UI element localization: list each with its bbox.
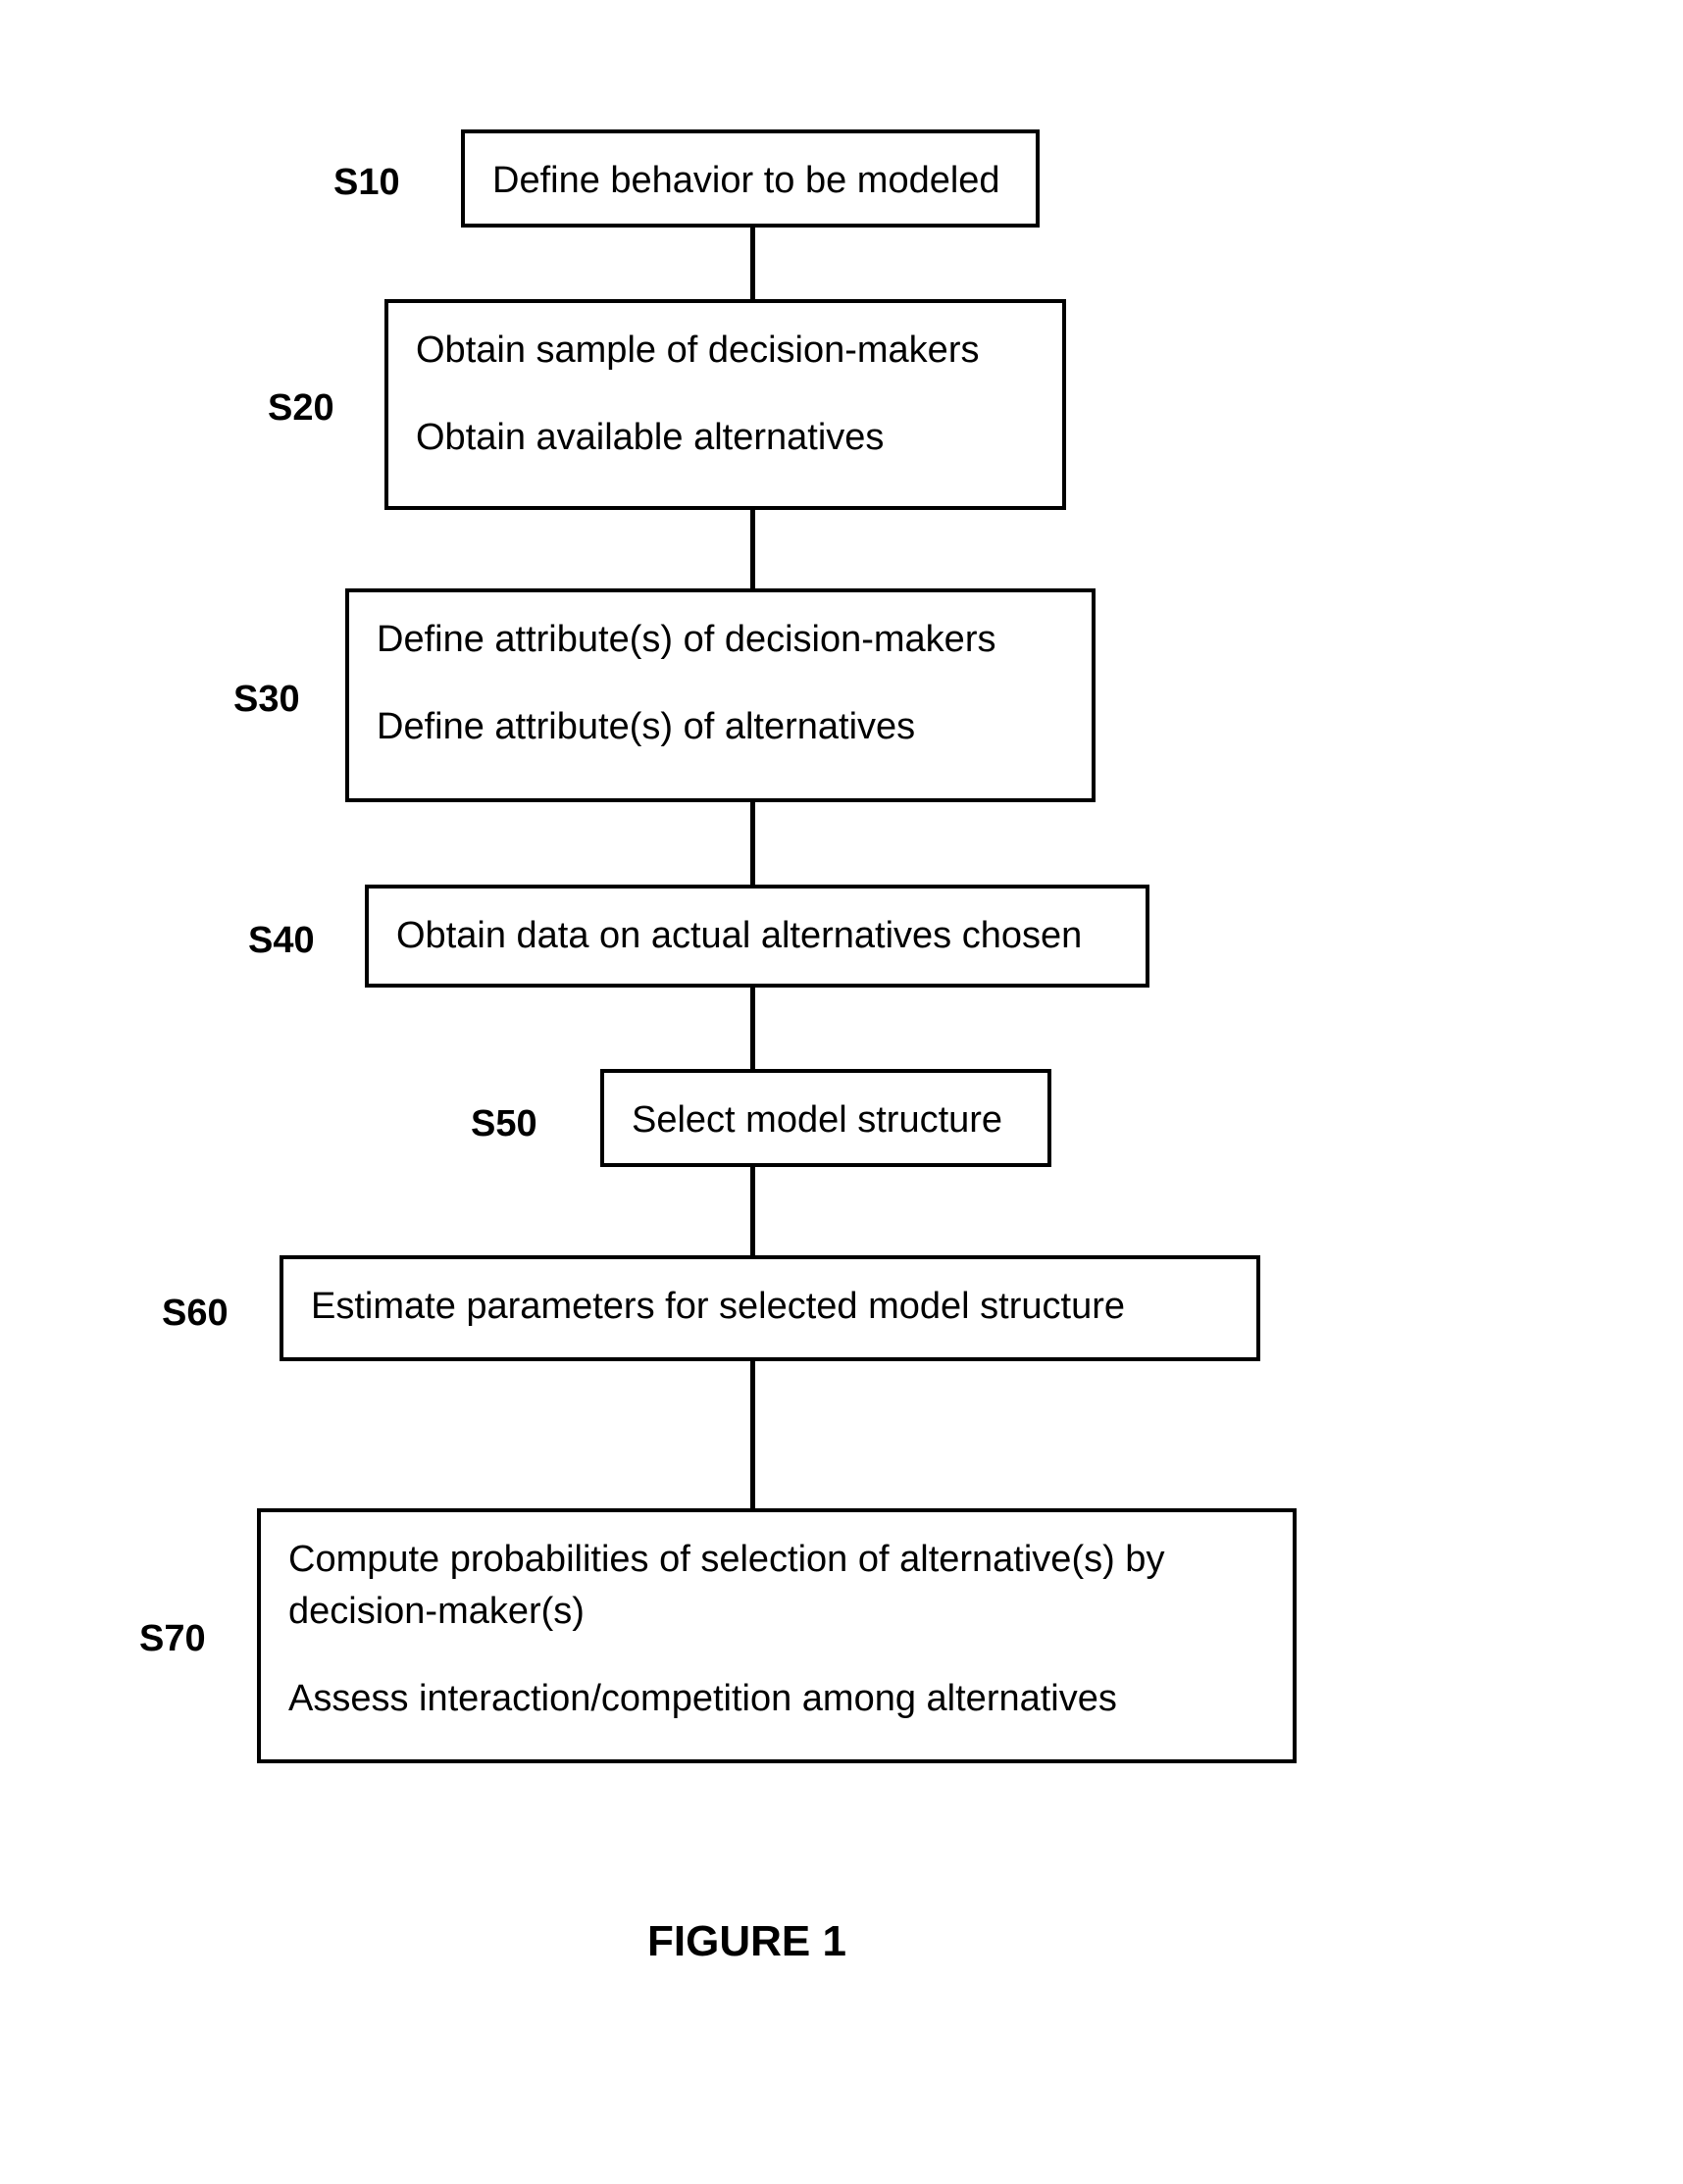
box-s60-line1: Estimate parameters for selected model s… — [311, 1281, 1229, 1333]
step-label-s50: S50 — [471, 1103, 537, 1145]
box-s40-line1: Obtain data on actual alternatives chose… — [396, 910, 1118, 962]
box-s30-line2: Define attribute(s) of alternatives — [377, 701, 1064, 753]
connector-s40-s50 — [750, 988, 755, 1069]
connector-s60-s70 — [750, 1361, 755, 1508]
connector-s20-s30 — [750, 510, 755, 588]
box-s60: Estimate parameters for selected model s… — [280, 1255, 1260, 1361]
box-s50: Select model structure — [600, 1069, 1051, 1167]
connector-s30-s40 — [750, 802, 755, 885]
step-label-s70: S70 — [139, 1618, 206, 1660]
box-s30: Define attribute(s) of decision-makers D… — [345, 588, 1096, 802]
step-label-s60: S60 — [162, 1293, 229, 1335]
box-s70: Compute probabilities of selection of al… — [257, 1508, 1297, 1763]
box-s30-line1: Define attribute(s) of decision-makers — [377, 614, 1064, 666]
box-s10-line1: Define behavior to be modeled — [492, 155, 1008, 207]
box-s20: Obtain sample of decision-makers Obtain … — [384, 299, 1066, 510]
step-label-s30: S30 — [233, 679, 300, 721]
connector-s50-s60 — [750, 1167, 755, 1255]
box-s20-line2: Obtain available alternatives — [416, 412, 1035, 464]
box-s10: Define behavior to be modeled — [461, 129, 1040, 228]
step-label-s20: S20 — [268, 387, 334, 430]
step-label-s40: S40 — [248, 920, 315, 962]
box-s70-line2: Assess interaction/competition among alt… — [288, 1673, 1265, 1725]
box-s40: Obtain data on actual alternatives chose… — [365, 885, 1149, 988]
connector-s10-s20 — [750, 228, 755, 299]
figure-caption: FIGURE 1 — [647, 1917, 846, 1966]
box-s50-line1: Select model structure — [632, 1094, 1020, 1146]
box-s70-line1: Compute probabilities of selection of al… — [288, 1534, 1265, 1638]
step-label-s10: S10 — [333, 162, 400, 204]
box-s20-line1: Obtain sample of decision-makers — [416, 325, 1035, 377]
flowchart-container: S10 Define behavior to be modeled S20 Ob… — [0, 0, 1683, 2184]
